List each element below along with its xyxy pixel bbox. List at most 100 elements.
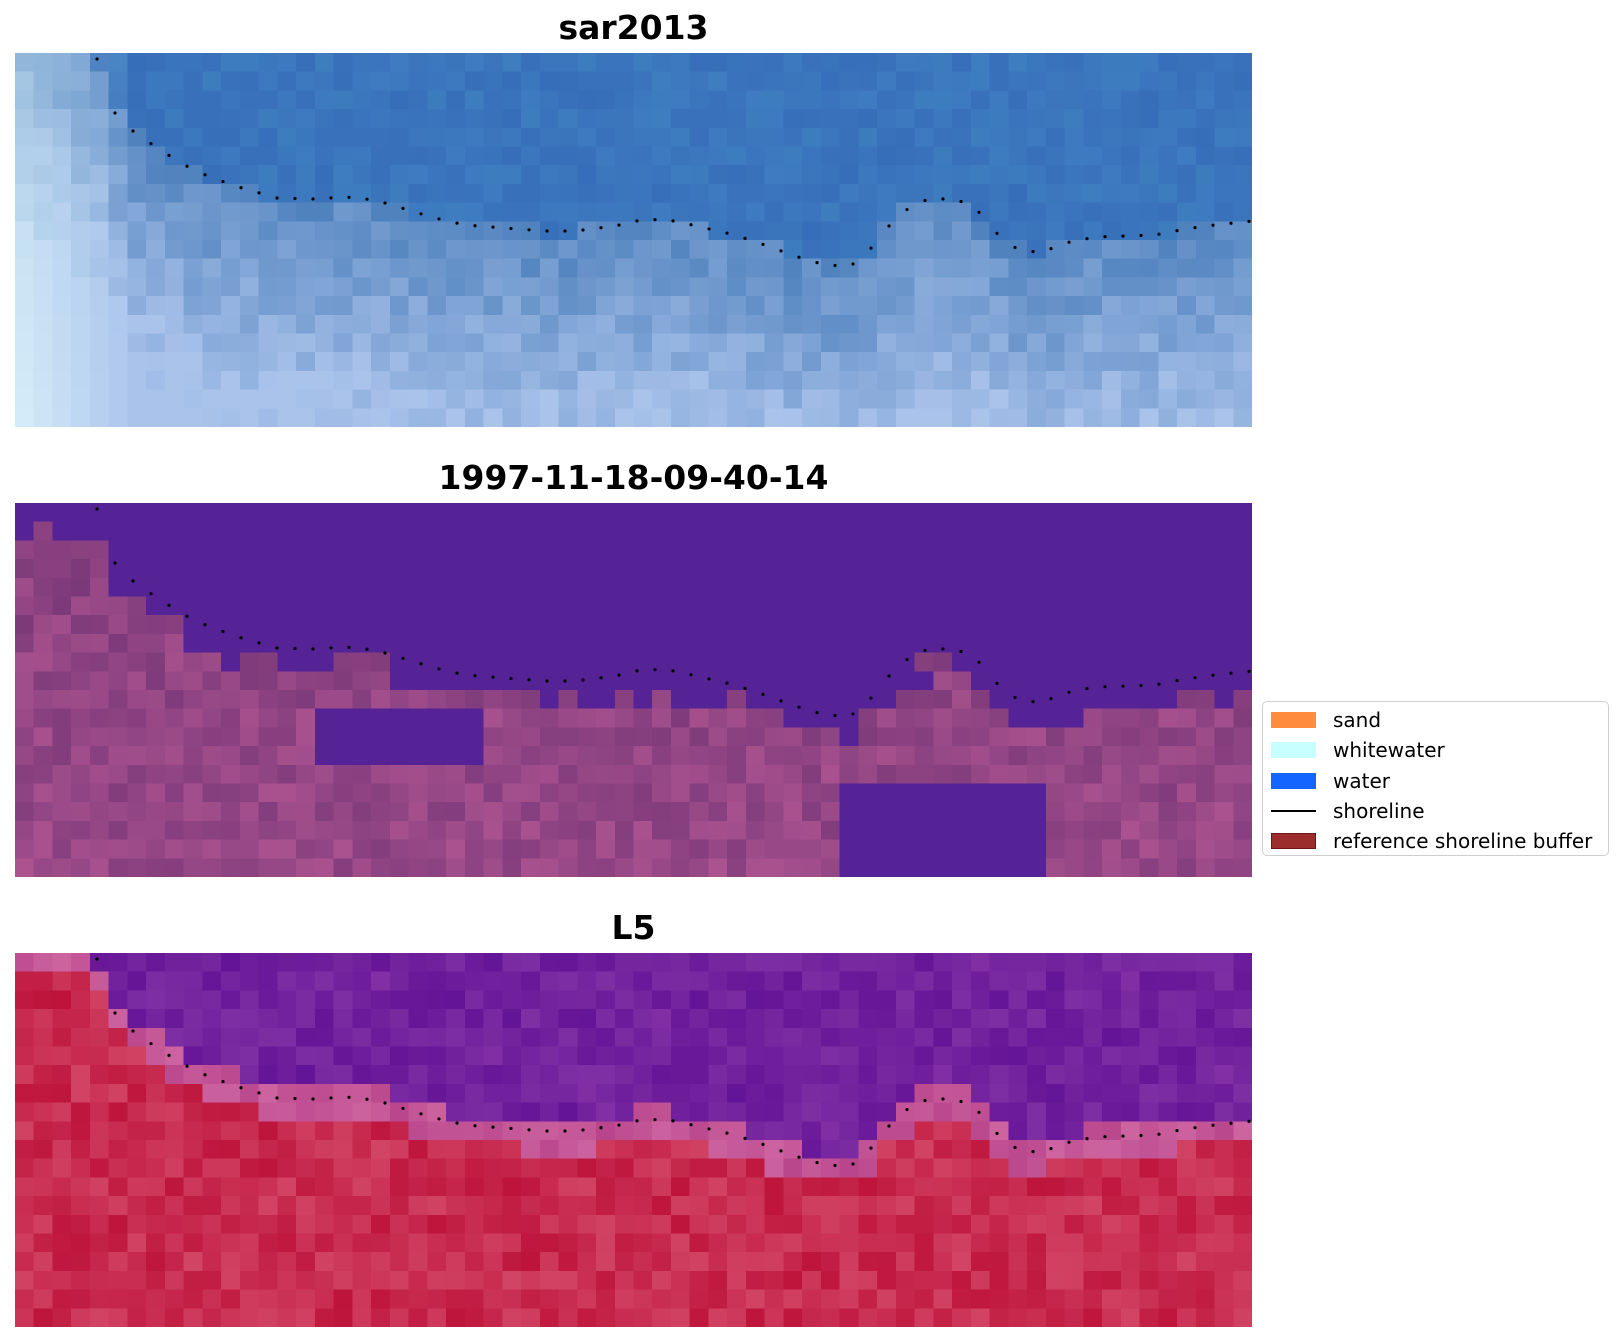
shoreline-point xyxy=(869,246,873,250)
shoreline-point xyxy=(1121,1134,1125,1138)
shoreline-point xyxy=(1247,669,1251,673)
shoreline-point xyxy=(221,1079,225,1084)
shoreline-point xyxy=(1157,232,1161,236)
shoreline-point xyxy=(779,699,783,703)
shoreline-point xyxy=(257,641,261,645)
shoreline-point xyxy=(689,673,693,677)
shoreline-point xyxy=(401,206,405,210)
shoreline-point xyxy=(743,686,747,690)
shoreline-point xyxy=(725,681,729,685)
shoreline-point xyxy=(1049,697,1053,701)
shoreline-point xyxy=(923,198,927,203)
shoreline-point xyxy=(167,153,171,157)
shoreline-point xyxy=(851,1162,855,1166)
shoreline-point xyxy=(851,262,855,266)
shoreline-point xyxy=(203,623,207,627)
shoreline-point xyxy=(1211,673,1215,677)
shoreline-point xyxy=(203,173,207,177)
raster-image-sar2013 xyxy=(15,53,1252,427)
shoreline-point xyxy=(185,614,189,618)
shoreline-point xyxy=(797,705,801,709)
shoreline-point xyxy=(1067,690,1071,694)
shoreline-point xyxy=(1139,1133,1143,1138)
shoreline-point xyxy=(1085,1137,1089,1141)
shoreline-point xyxy=(509,676,513,681)
shoreline-point xyxy=(491,1125,495,1129)
shoreline-point xyxy=(707,227,711,231)
shoreline-point xyxy=(905,657,909,662)
shoreline-point xyxy=(455,1121,459,1125)
shoreline-point xyxy=(797,255,801,259)
shoreline-point xyxy=(113,561,117,565)
shoreline-point xyxy=(347,195,351,199)
shoreline-point xyxy=(977,210,981,214)
shoreline-point xyxy=(671,669,675,673)
shoreline-point xyxy=(1121,684,1125,688)
shoreline-point xyxy=(1013,245,1017,250)
shoreline-point xyxy=(959,649,963,654)
shoreline-point xyxy=(581,1128,585,1132)
shoreline-point xyxy=(167,603,171,607)
shoreline-point xyxy=(527,678,531,682)
shoreline-point xyxy=(329,196,333,200)
shoreline-point xyxy=(545,229,549,233)
shoreline-point xyxy=(635,669,639,673)
whitewater-swatch xyxy=(1271,742,1316,758)
shoreline-point xyxy=(581,678,585,682)
shoreline-point xyxy=(131,1029,135,1033)
legend-item-water: water xyxy=(1271,768,1390,794)
shoreline-overlay-classification xyxy=(95,507,1251,718)
shoreline-point xyxy=(887,1124,891,1128)
shoreline-point xyxy=(203,1073,207,1077)
shoreline-point xyxy=(563,1129,567,1133)
shoreline-point xyxy=(635,219,639,223)
shoreline-point xyxy=(1193,226,1197,230)
shoreline-point xyxy=(563,679,567,683)
legend-item-shoreline: shoreline xyxy=(1271,798,1425,824)
shoreline-point xyxy=(365,197,369,201)
shoreline-point xyxy=(1013,695,1017,700)
shoreline-point xyxy=(689,223,693,227)
shoreline-point xyxy=(1247,219,1251,223)
shoreline-point xyxy=(1211,1123,1215,1127)
shoreline-point xyxy=(1049,247,1053,251)
shoreline-point xyxy=(293,646,297,651)
shoreline-point xyxy=(1211,223,1215,227)
shoreline-point xyxy=(545,679,549,683)
shoreline-point xyxy=(851,712,855,716)
shoreline-point xyxy=(275,646,279,650)
raster-image-l5 xyxy=(15,953,1252,1327)
shoreline-point xyxy=(473,224,477,228)
legend: sand whitewater water shoreline referenc… xyxy=(1262,701,1609,856)
shoreline-point xyxy=(1157,682,1161,686)
shoreline-point xyxy=(995,681,999,685)
shoreline-point xyxy=(437,1117,441,1121)
shoreline-point xyxy=(491,675,495,679)
shoreline-point xyxy=(815,1161,819,1165)
shoreline-point xyxy=(671,1119,675,1123)
shoreline-point xyxy=(149,592,153,596)
shoreline-point xyxy=(185,164,189,168)
shoreline-point xyxy=(131,579,135,583)
shoreline-point xyxy=(239,1086,243,1090)
shoreline-point xyxy=(347,645,351,649)
shoreline-point xyxy=(653,668,657,672)
shoreline-point xyxy=(833,263,837,268)
shoreline-point xyxy=(527,1128,531,1132)
legend-item-whitewater: whitewater xyxy=(1271,737,1445,763)
shoreline-point xyxy=(113,1011,117,1015)
shoreline-point xyxy=(437,217,441,221)
shoreline-point xyxy=(1103,1135,1107,1139)
shoreline-point xyxy=(1175,679,1179,683)
shoreline-point xyxy=(815,711,819,715)
legend-label-reference-buffer: reference shoreline buffer xyxy=(1333,829,1593,853)
shoreline-point xyxy=(383,201,387,205)
shoreline-point xyxy=(1157,1132,1161,1136)
shoreline-point xyxy=(617,1123,621,1127)
shoreline-point xyxy=(113,111,117,115)
shoreline-point xyxy=(149,142,153,146)
shoreline-point xyxy=(311,197,315,201)
shoreline-point xyxy=(1139,683,1143,688)
shoreline-point xyxy=(473,1124,477,1128)
shoreline-point xyxy=(1175,1129,1179,1133)
